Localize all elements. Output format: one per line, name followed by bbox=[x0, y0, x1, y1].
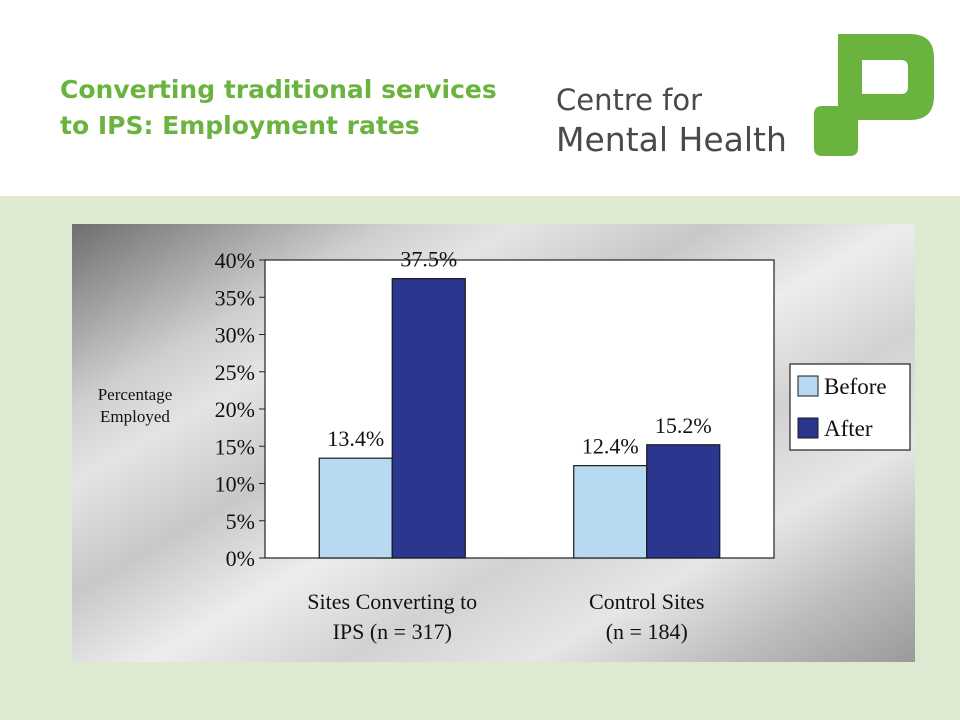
legend-label-before: Before bbox=[824, 374, 887, 399]
slide-title-line-1: Converting traditional services bbox=[60, 75, 497, 104]
x-category-label: Control Sites (n = 184) bbox=[589, 589, 705, 644]
y-tick-label: 25% bbox=[215, 360, 255, 385]
y-tick-label: 15% bbox=[215, 434, 255, 459]
bar-before bbox=[318, 457, 393, 559]
employment-bar-chart: 0% 5% 10% 15% 20% 25% 30% 35% 40% Percentage Emplo… bbox=[98, 247, 911, 644]
data-label: 13.4% bbox=[327, 426, 384, 451]
logo-line-2: Mental Health bbox=[556, 120, 787, 159]
data-label: 15.2% bbox=[655, 413, 712, 438]
logo-wordmark: Centre for Mental Health bbox=[556, 82, 787, 162]
y-tick-label: 30% bbox=[215, 323, 255, 348]
bar-before bbox=[573, 465, 648, 559]
y-tick-label: 5% bbox=[226, 509, 255, 534]
logo-line-1: Centre for bbox=[556, 83, 703, 117]
slide-title: Converting traditional services to IPS: … bbox=[60, 72, 550, 144]
logo-mark-icon bbox=[814, 34, 934, 156]
x-category-label: Sites Converting to IPS (n = 317) bbox=[307, 589, 477, 644]
chart-panel: 0% 5% 10% 15% 20% 25% 30% 35% 40% Percentage Emplo… bbox=[72, 224, 915, 662]
legend-label-after: After bbox=[824, 416, 873, 441]
y-tick-label: 35% bbox=[215, 285, 255, 310]
y-tick-label: 20% bbox=[215, 397, 255, 422]
legend-swatch-after bbox=[797, 417, 819, 439]
y-tick-label: 40% bbox=[215, 248, 255, 273]
bar-after bbox=[391, 278, 466, 559]
slide-header: Converting traditional services to IPS: … bbox=[0, 0, 960, 196]
legend-swatch-before bbox=[797, 375, 819, 397]
y-axis-label: Percentage Employed bbox=[98, 385, 173, 426]
data-label: 12.4% bbox=[582, 434, 639, 459]
data-label: 37.5% bbox=[400, 247, 457, 272]
y-tick-label: 0% bbox=[226, 546, 255, 571]
y-tick-label: 10% bbox=[215, 472, 255, 497]
slide-title-line-2: to IPS: Employment rates bbox=[60, 111, 420, 140]
bar-after bbox=[646, 444, 721, 559]
